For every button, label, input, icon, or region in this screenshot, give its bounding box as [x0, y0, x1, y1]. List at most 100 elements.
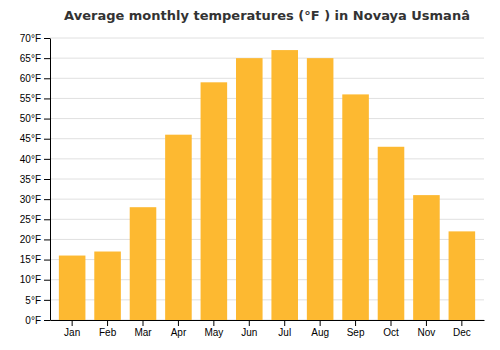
y-tick-label: 5°F	[25, 295, 41, 306]
y-tick-mark	[44, 199, 50, 200]
x-tick-mark	[178, 320, 179, 326]
x-tick-label: Jul	[278, 327, 291, 338]
bar	[165, 135, 192, 320]
y-tick: 65°F	[20, 53, 50, 64]
x-tick-label: Feb	[99, 327, 117, 338]
grid-line	[50, 158, 484, 159]
bar	[94, 252, 121, 320]
y-tick: 55°F	[20, 93, 50, 104]
chart: 0°F 5°F 10°F 15°F 20°F 25°F 30°F 35°F 40°F 45°F 50…	[0, 0, 500, 350]
y-tick-label: 65°F	[20, 53, 41, 64]
y-tick-mark	[44, 98, 50, 99]
bar	[449, 231, 476, 320]
x-tick: Sep	[347, 320, 365, 338]
grid-line	[50, 78, 484, 79]
x-tick-label: Oct	[383, 327, 399, 338]
x-tick-label: Nov	[418, 327, 436, 338]
y-tick-label: 70°F	[20, 33, 41, 44]
y-tick-label: 55°F	[20, 93, 41, 104]
x-tick: Mar	[134, 320, 152, 338]
grid-line	[50, 58, 484, 59]
x-tick-mark	[426, 320, 427, 326]
x-tick: Feb	[99, 320, 117, 338]
grid-line	[50, 138, 484, 139]
y-tick: 25°F	[20, 214, 50, 225]
y-tick-mark	[44, 320, 50, 321]
x-tick: Jan	[64, 320, 80, 338]
y-tick: 60°F	[20, 73, 50, 84]
y-tick-label: 35°F	[20, 174, 41, 185]
grid-line	[50, 38, 484, 39]
x-tick: Dec	[453, 320, 471, 338]
bar	[236, 58, 263, 320]
x-tick-mark	[143, 320, 144, 326]
y-tick-mark	[44, 239, 50, 240]
bar	[201, 82, 228, 320]
x-tick-label: Dec	[453, 327, 471, 338]
x-tick: Oct	[383, 320, 399, 338]
bar	[342, 94, 369, 320]
grid-line	[50, 98, 484, 99]
x-tick-label: Jun	[241, 327, 257, 338]
x-tick-mark	[391, 320, 392, 326]
y-tick-label: 50°F	[20, 113, 41, 124]
y-axis: 0°F 5°F 10°F 15°F 20°F 25°F 30°F 35°F 40°F 45°F 50…	[20, 33, 51, 326]
grid-line	[50, 118, 484, 119]
y-axis-line	[50, 39, 51, 321]
y-tick-label: 0°F	[25, 315, 41, 326]
x-axis-line	[51, 320, 485, 321]
y-tick-label: 30°F	[20, 194, 41, 205]
bar	[307, 58, 334, 320]
y-tick: 50°F	[20, 113, 50, 124]
y-tick-label: 25°F	[20, 214, 41, 225]
bar	[271, 50, 298, 320]
y-tick-label: 15°F	[20, 254, 41, 265]
bar	[378, 147, 405, 320]
y-tick: 35°F	[20, 174, 50, 185]
y-tick-mark	[44, 78, 50, 79]
x-tick: Jun	[241, 320, 257, 338]
x-tick: Apr	[171, 320, 187, 338]
x-tick-mark	[284, 320, 285, 326]
x-tick-mark	[320, 320, 321, 326]
y-tick: 5°F	[25, 295, 50, 306]
y-tick-mark	[44, 300, 50, 301]
x-tick-label: May	[204, 327, 223, 338]
y-tick: 20°F	[20, 234, 50, 245]
x-tick-label: Sep	[347, 327, 365, 338]
x-tick-label: Aug	[311, 327, 329, 338]
x-tick: Nov	[418, 320, 436, 338]
x-tick: Aug	[311, 320, 329, 338]
grid	[50, 38, 484, 320]
x-tick-mark	[213, 320, 214, 326]
y-tick: 45°F	[20, 133, 50, 144]
y-tick-label: 20°F	[20, 234, 41, 245]
plot-area	[59, 50, 475, 320]
x-tick-label: Mar	[134, 327, 152, 338]
y-tick-mark	[44, 219, 50, 220]
x-tick-mark	[72, 320, 73, 326]
x-tick-label: Jan	[64, 327, 80, 338]
y-tick-label: 45°F	[20, 133, 41, 144]
y-tick-mark	[44, 159, 50, 160]
x-tick-mark	[107, 320, 108, 326]
y-tick-label: 40°F	[20, 154, 41, 165]
y-tick-mark	[44, 179, 50, 180]
x-tick-label: Apr	[171, 327, 187, 338]
y-tick: 70°F	[20, 33, 50, 44]
y-tick-mark	[44, 58, 50, 59]
bar	[59, 256, 86, 320]
x-tick: Jul	[278, 320, 291, 338]
y-tick-mark	[44, 119, 50, 120]
y-tick-label: 10°F	[20, 274, 41, 285]
y-tick: 30°F	[20, 194, 50, 205]
bar	[413, 195, 440, 320]
y-tick-mark	[44, 260, 50, 261]
y-tick: 10°F	[20, 274, 50, 285]
y-tick: 15°F	[20, 254, 50, 265]
y-tick-mark	[44, 280, 50, 281]
y-tick-mark	[44, 38, 50, 39]
title: Average monthly temperatures (°F ) in No…	[64, 8, 470, 23]
x-axis: Jan Feb Mar Apr May Jun Jul Aug Sep Oct Nov Dec	[51, 320, 485, 338]
y-tick: 0°F	[25, 315, 50, 326]
